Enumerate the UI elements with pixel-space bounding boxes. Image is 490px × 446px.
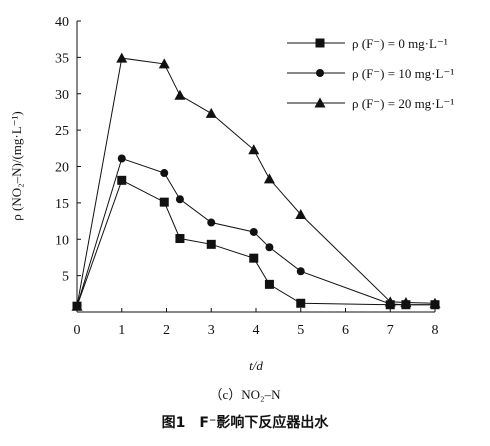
- x-axis-label: t/d: [249, 358, 263, 373]
- data-point: [264, 279, 274, 289]
- data-point: [296, 298, 306, 308]
- data-point: [159, 197, 169, 207]
- series-line: [76, 179, 435, 307]
- x-tick-label: 4: [253, 323, 260, 338]
- data-point: [207, 218, 216, 227]
- x-tick-label: 6: [342, 323, 349, 338]
- y-tick-label: 5: [62, 270, 69, 285]
- data-point: [384, 296, 396, 307]
- data-point: [263, 173, 275, 184]
- y-tick-label: 30: [55, 88, 69, 103]
- data-point: [249, 253, 259, 263]
- series-layer: [71, 52, 441, 311]
- y-tick-label: 25: [55, 124, 69, 139]
- data-point: [429, 297, 441, 308]
- data-point: [116, 52, 128, 63]
- data-point: [175, 234, 185, 244]
- y-tick-label: 35: [55, 51, 69, 66]
- legend-marker: [316, 69, 324, 77]
- legend-item: ρ (F⁻) = 10 mg·L⁻¹: [287, 66, 454, 81]
- x-tick-label: 5: [297, 323, 304, 338]
- x-tick-label: 7: [387, 323, 394, 338]
- y-axis-label: ρ (NO₂–N)/(mg·L⁻¹): [9, 111, 24, 221]
- data-point: [160, 169, 169, 178]
- data-point: [158, 58, 170, 69]
- data-point: [174, 89, 186, 100]
- legend-marker: [314, 97, 326, 108]
- data-point: [205, 107, 217, 118]
- legend-label: ρ (F⁻) = 0 mg·L⁻¹: [352, 36, 448, 51]
- y-tick-label: 15: [55, 197, 69, 212]
- y-tick-label: 20: [55, 161, 69, 176]
- plot-frame: [76, 21, 435, 313]
- legend-item: ρ (F⁻) = 20 mg·L⁻¹: [287, 96, 454, 111]
- data-point: [296, 267, 305, 276]
- chart: 0 1 2 3 4 5 6 7 8 5 10 15 20 25 30 35 40 ρ (F⁻) = 0 mg·L…: [9, 15, 454, 373]
- series-circle: [73, 154, 439, 311]
- data-point: [249, 227, 258, 236]
- x-tick-label: 1: [118, 323, 125, 338]
- x-tick-label: 3: [208, 323, 215, 338]
- series-square: [72, 175, 440, 311]
- legend-item: ρ (F⁻) = 0 mg·L⁻¹: [287, 36, 448, 51]
- series-triangle: [71, 52, 441, 311]
- data-point: [175, 195, 184, 204]
- figure-caption: 图1 F⁻影响下反应器出水: [161, 415, 329, 431]
- data-point: [248, 144, 260, 155]
- ticks-layer: 0 1 2 3 4 5 6 7 8 5 10 15 20 25 30 35 40: [55, 15, 439, 338]
- data-point: [71, 300, 83, 311]
- x-tick-label: 8: [432, 323, 439, 338]
- subfigure-caption: （c）NO₂–N: [209, 387, 281, 402]
- data-point: [117, 175, 127, 185]
- data-point: [295, 209, 307, 220]
- data-point: [400, 297, 412, 308]
- y-tick-label: 40: [55, 15, 69, 30]
- legend-marker: [315, 38, 325, 48]
- legend: ρ (F⁻) = 0 mg·L⁻¹ ρ (F⁻) = 10 mg·L⁻¹ ρ (F⁻…: [287, 36, 454, 111]
- legend-label: ρ (F⁻) = 20 mg·L⁻¹: [352, 96, 454, 111]
- data-point: [265, 243, 274, 252]
- y-tick-label: 10: [55, 233, 69, 248]
- x-tick-label: 2: [163, 323, 170, 338]
- data-point: [117, 154, 126, 163]
- legend-label: ρ (F⁻) = 10 mg·L⁻¹: [352, 66, 454, 81]
- x-tick-label: 0: [74, 323, 81, 338]
- data-point: [206, 239, 216, 249]
